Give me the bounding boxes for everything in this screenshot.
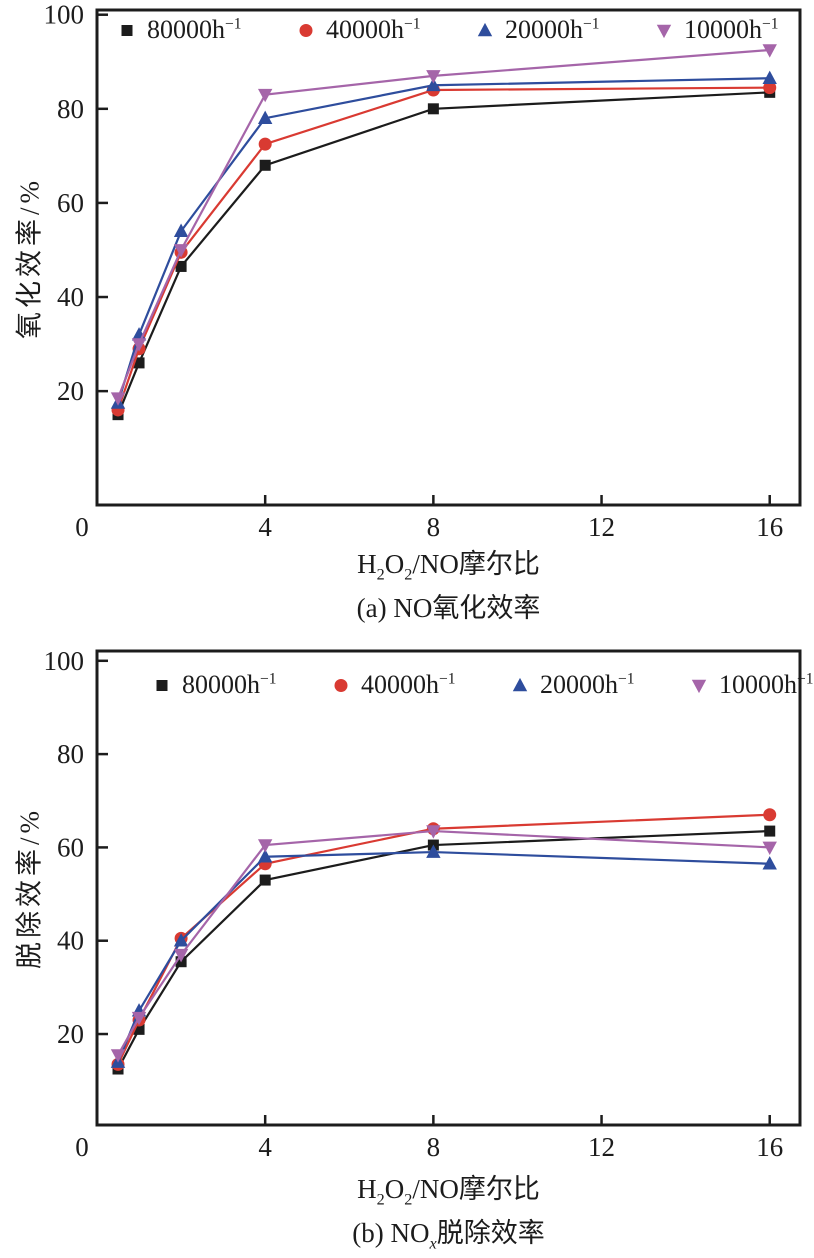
series-line-10000h-1	[116, 48, 770, 399]
triangle-down-marker	[762, 841, 777, 856]
text-part: 2	[376, 1190, 385, 1209]
triangle-up-marker	[426, 77, 441, 92]
square-marker	[259, 874, 271, 886]
square-marker	[175, 260, 187, 272]
circle-marker	[763, 808, 777, 822]
triangle-down-marker	[173, 948, 189, 963]
triangle-down-marker	[131, 1011, 147, 1026]
triangle-up-marker	[762, 70, 777, 85]
y-tick-label: 40	[57, 282, 84, 312]
triangle-down-marker	[110, 392, 126, 406]
text-part: /NO摩尔比	[412, 1174, 540, 1204]
series-markers-20000h-1	[110, 844, 777, 1068]
y-tick-label: 60	[57, 188, 84, 218]
triangle-down-marker	[131, 338, 147, 352]
x-tick-label: 12	[588, 512, 615, 542]
triangle-down-marker	[257, 839, 273, 853]
y-tick-label: 80	[57, 739, 84, 769]
series-markers-80000h-1	[112, 825, 776, 1075]
x-tick-label: 16	[756, 512, 783, 542]
y-tick-label: 20	[57, 376, 84, 406]
series-markers-20000h-1	[110, 70, 777, 409]
y-tick-label: 80	[57, 94, 84, 124]
chart-b-x-axis-title: H2O2/NO摩尔比	[97, 1172, 800, 1209]
y-tick-label: 60	[57, 832, 84, 862]
chart-b-canvas: 20 40 60 80 100 0 4 8 12 16	[44, 646, 802, 1162]
square-marker	[133, 357, 145, 369]
text-part: 2	[404, 1190, 413, 1209]
series-markers-40000h-1	[111, 808, 777, 1071]
plot-frame	[95, 8, 802, 507]
series-markers-80000h-1	[112, 86, 776, 421]
series-line-80000h-1	[117, 829, 770, 1070]
chart-a-x-axis-title: H2O2/NO摩尔比	[97, 547, 800, 584]
circle-marker	[258, 137, 272, 151]
triangle-up-marker	[173, 933, 189, 947]
chart-a-canvas: 20 40 60 80 100 0 4 8 12 16	[44, 0, 802, 542]
series-line-80000h-1	[117, 91, 770, 416]
square-marker	[133, 1023, 145, 1035]
square-marker	[427, 103, 439, 115]
x-tick-label: 16	[756, 1132, 783, 1162]
x-tick-label: 4	[258, 1132, 272, 1162]
triangle-down-marker	[110, 1049, 126, 1063]
triangle-up-marker	[762, 856, 777, 870]
x-tick-label: 0	[75, 1132, 89, 1162]
y-tick-label: 100	[44, 0, 85, 30]
triangle-down-marker	[426, 70, 441, 84]
triangle-up-marker	[173, 223, 189, 237]
circle-marker	[763, 81, 777, 95]
series-line-10000h-1	[117, 829, 770, 1056]
text-part: H	[357, 1174, 377, 1204]
series-line-40000h-1	[116, 86, 770, 411]
series-markers-10000h-1	[110, 825, 777, 1063]
text-part: 脱除效率	[436, 1218, 545, 1248]
series-line-20000h-1	[116, 77, 770, 404]
text-part: x	[429, 1234, 437, 1253]
chart-a-caption: (a) NO氧化效率	[97, 589, 800, 627]
text-part: O	[384, 1174, 405, 1204]
chart-a-y-axis-title: 氧化效率/%	[14, 176, 45, 339]
triangle-up-marker	[257, 110, 273, 125]
x-tick-label: 4	[258, 512, 272, 542]
x-tick-label: 12	[588, 1132, 615, 1162]
triangle-down-marker	[426, 825, 441, 839]
series-line-20000h-1	[117, 850, 770, 1063]
series-markers-40000h-1	[111, 81, 777, 417]
x-tick-label: 0	[75, 512, 89, 542]
triangle-down-marker	[173, 244, 189, 258]
triangle-up-marker	[426, 844, 441, 858]
text-part: 2	[404, 565, 413, 584]
text-part: H	[357, 549, 377, 579]
chart-b-y-axis-title: 脱除效率/%	[14, 807, 45, 969]
x-tick-label: 8	[427, 1132, 441, 1162]
text-part: O	[384, 549, 405, 579]
triangle-down-marker	[257, 88, 273, 103]
chart-b-caption: (b) NOx脱除效率	[97, 1214, 800, 1252]
chart-a-panel: 20 40 60 80 100 0 4 8 12 16 80000h−1 40000h−1 20000…	[0, 0, 814, 627]
square-marker	[764, 825, 776, 837]
text-part: 2	[376, 565, 385, 584]
x-tick-label: 8	[427, 512, 441, 542]
y-tick-label: 20	[57, 1019, 84, 1049]
chart-b-panel: 20 40 60 80 100 0 4 8 12 16 80000h−1 40000h−1 20000…	[0, 643, 814, 1252]
plot-frame	[95, 649, 802, 1127]
y-tick-label: 40	[57, 926, 84, 956]
square-marker	[259, 159, 271, 171]
text-part: (b) NO	[352, 1218, 430, 1248]
text-part: (a) NO氧化效率	[356, 593, 541, 623]
triangle-up-marker	[257, 849, 273, 863]
y-tick-label: 100	[44, 646, 85, 676]
triangle-down-marker	[762, 44, 777, 58]
text-part: /NO摩尔比	[412, 549, 540, 579]
series-markers-10000h-1	[110, 44, 777, 406]
